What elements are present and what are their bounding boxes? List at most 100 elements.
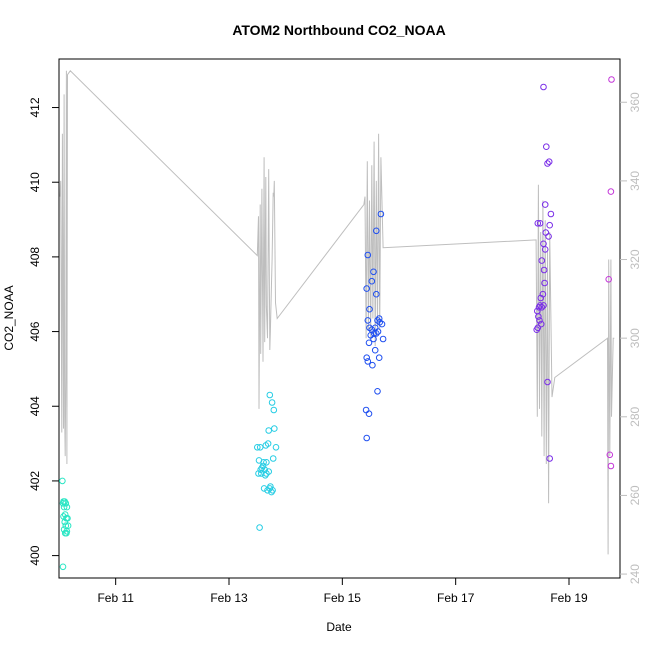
y-tick-label: 406 (28, 321, 42, 341)
data-point (59, 563, 67, 571)
data-point (545, 158, 553, 165)
y-tick-label: 408 (28, 247, 42, 267)
data-point (364, 251, 372, 259)
data-point (378, 320, 386, 328)
data-point (536, 220, 544, 227)
secondary-trace-line (59, 70, 615, 555)
data-point (366, 305, 373, 313)
data-point (271, 425, 278, 432)
data-point (363, 285, 371, 292)
plot-area (58, 58, 621, 579)
data-point (379, 335, 387, 343)
data-point (256, 444, 264, 451)
data-point (541, 201, 549, 208)
data-point (541, 279, 548, 287)
x-axis-label: Date (326, 620, 352, 634)
series-flight2 (253, 391, 280, 531)
data-point (537, 294, 545, 302)
y2-tick-label: 260 (628, 485, 642, 505)
y-tick-label: 412 (28, 97, 42, 117)
data-point (536, 302, 544, 309)
y2-tick-label: 240 (628, 564, 642, 584)
scatter-points-layer (59, 76, 615, 571)
y2-tick-label: 280 (628, 406, 642, 426)
data-point (369, 361, 376, 369)
data-point (268, 399, 276, 406)
data-point (377, 210, 385, 218)
data-point (269, 487, 276, 494)
data-point (63, 528, 71, 535)
series-flight1 (59, 477, 72, 571)
series-flight4 (533, 83, 555, 462)
data-point (606, 451, 614, 459)
data-point (541, 246, 549, 253)
data-point (608, 76, 615, 83)
data-point (262, 472, 269, 479)
data-point (365, 339, 373, 347)
x-tick-label: Feb 13 (210, 591, 248, 605)
data-point (544, 160, 551, 167)
series-flight5 (605, 76, 615, 470)
data-point (363, 354, 371, 362)
x-tick-label: Feb 15 (324, 591, 362, 605)
data-point (375, 315, 383, 322)
data-point (253, 444, 261, 451)
data-point (544, 378, 551, 386)
data-point (370, 268, 377, 276)
x-tick-label: Feb 11 (97, 591, 134, 605)
x-tick-label: Feb 17 (437, 591, 475, 605)
data-point (62, 500, 70, 507)
y-tick-label: 410 (28, 172, 42, 192)
secondary-series-layer (59, 70, 615, 555)
data-point (364, 317, 372, 324)
data-point (362, 406, 370, 414)
data-point (546, 221, 554, 229)
data-point (265, 427, 273, 434)
data-point (61, 529, 69, 537)
data-point (374, 328, 382, 335)
data-point (607, 188, 615, 195)
y-tick-label: 400 (28, 545, 42, 565)
y-axis-label: CO2_NOAA (2, 285, 16, 350)
data-point (546, 455, 554, 462)
data-point (272, 444, 280, 451)
data-point (371, 346, 379, 354)
data-point (263, 459, 270, 466)
data-point (543, 143, 550, 150)
data-point (538, 257, 546, 264)
y-tick-label: 404 (28, 396, 42, 416)
data-point (63, 503, 71, 511)
data-point (270, 406, 278, 414)
data-point (536, 317, 543, 324)
data-point (368, 277, 376, 285)
data-point (373, 330, 380, 337)
x-tick-label: Feb 19 (550, 591, 588, 605)
data-point (59, 500, 67, 507)
data-point (607, 462, 615, 470)
data-point (266, 391, 274, 399)
data-point (375, 354, 383, 362)
data-point (538, 304, 546, 311)
data-point (540, 83, 547, 91)
data-point (534, 220, 542, 227)
y2-tick-label: 360 (628, 92, 642, 112)
data-point (533, 326, 541, 334)
data-point (535, 313, 542, 320)
data-point (255, 470, 262, 477)
data-point (373, 290, 380, 298)
data-point (363, 434, 371, 442)
y-axis-left: 400 402 404 406 408 410 412 (28, 97, 59, 566)
data-point (61, 518, 68, 526)
data-point (370, 335, 377, 343)
y-tick-label: 402 (28, 471, 42, 491)
data-point (374, 388, 381, 395)
data-point (264, 440, 272, 447)
series-flight3 (362, 210, 387, 442)
data-point (605, 276, 613, 283)
data-point (537, 320, 545, 328)
data-point (365, 410, 373, 418)
y2-tick-label: 300 (628, 328, 642, 348)
data-point (258, 470, 265, 477)
y2-tick-label: 320 (628, 249, 642, 269)
data-point (542, 229, 550, 236)
